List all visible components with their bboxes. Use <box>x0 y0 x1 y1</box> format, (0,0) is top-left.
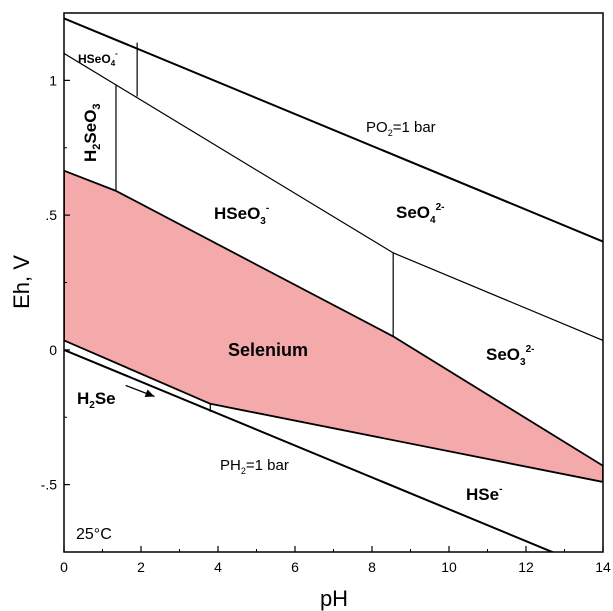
axis-ticks: 0 2 4 6 8 10 12 14 -.5 0 .5 1 <box>41 12 611 575</box>
y-tick-label: 0 <box>49 342 57 358</box>
x-tick-label: 2 <box>137 559 145 575</box>
h2-water-limit-line <box>64 348 555 552</box>
x-axis-title: pH <box>320 586 348 611</box>
label-hseo3: HSeO3- <box>214 203 269 227</box>
label-ph2-limit: PH2=1 bar <box>220 457 289 476</box>
y-tick-label: .5 <box>45 207 57 223</box>
h2se-arrow-icon <box>144 389 155 398</box>
label-seo3: SeO32- <box>486 344 535 368</box>
selenium-field <box>64 169 603 483</box>
y-tick-label: 1 <box>49 72 57 88</box>
o2-water-limit-line <box>64 17 603 243</box>
label-h2se: H2Se <box>77 389 116 411</box>
label-h2seo3: H2SeO3 <box>81 103 103 162</box>
label-seo4: SeO42- <box>396 202 445 226</box>
label-selenium: Selenium <box>228 340 308 360</box>
label-po2-limit: PO2=1 bar <box>366 119 436 138</box>
y-axis-title: Eh, V <box>9 255 34 309</box>
label-hse: HSe- <box>466 484 502 504</box>
x-tick-label: 10 <box>441 559 457 575</box>
plot-content <box>64 17 603 552</box>
label-hseo4: HSeO4- <box>78 49 118 68</box>
x-tick-label: 12 <box>518 559 534 575</box>
y-tick-label: -.5 <box>41 477 58 493</box>
x-tick-label: 6 <box>291 559 299 575</box>
temperature-label: 25°C <box>76 526 112 543</box>
x-tick-label: 4 <box>214 559 222 575</box>
x-tick-label: 14 <box>595 559 611 575</box>
x-tick-label: 0 <box>60 559 68 575</box>
x-tick-label: 8 <box>368 559 376 575</box>
